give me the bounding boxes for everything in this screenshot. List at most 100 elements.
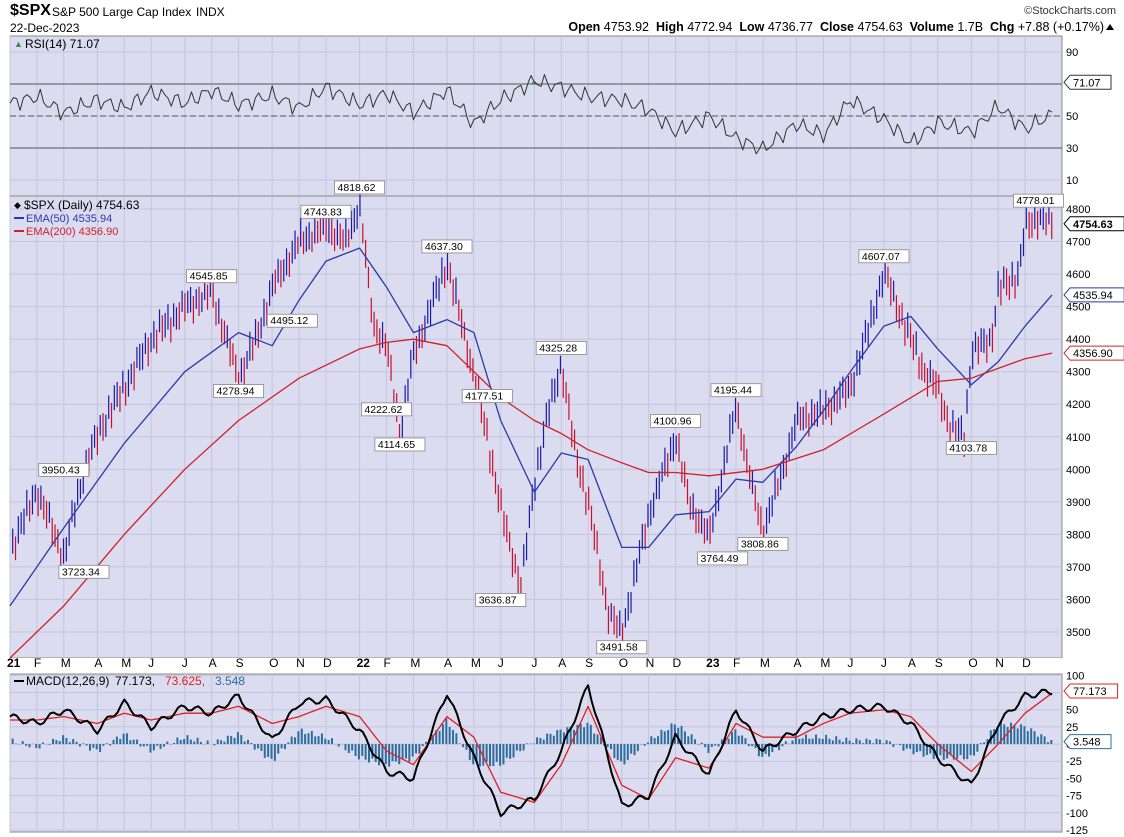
x-tick-label: 23 [706, 656, 720, 670]
peak-label: 4637.30 [425, 241, 463, 253]
y-tick-label: -50 [1066, 773, 1082, 785]
peak-label: 4195.44 [714, 385, 752, 397]
price-last-label-box [1063, 216, 1124, 232]
x-tick-label: 21 [7, 656, 21, 670]
y-tick-label: 3800 [1066, 529, 1090, 541]
peak-label-box [374, 437, 426, 452]
x-tick-label: 22 [357, 656, 371, 670]
ema200-line [9, 338, 1053, 659]
exchange: INDX [196, 5, 225, 19]
x-tick-label: J [881, 656, 887, 670]
rsi-legend: RSI(14) 71.07 [25, 37, 100, 51]
x-tick-label: S [585, 656, 593, 670]
symbol: $SPX [10, 2, 51, 19]
peak-label-box [266, 313, 318, 328]
x-tick-label: M [121, 656, 131, 670]
peak-label-box [334, 180, 386, 195]
header: $SPX S&P 500 Large Cap Index INDX 22-Dec… [8, 2, 1118, 36]
y-tick-label: 50 [1066, 111, 1078, 123]
x-tick-label: D [673, 656, 682, 670]
y-tick-label: 3500 [1066, 627, 1090, 639]
macd-last-label-box [1063, 683, 1119, 699]
rsi-legend-icon: ▲ [14, 39, 23, 49]
peak-label-box [300, 204, 352, 219]
x-tick-label: A [94, 656, 102, 670]
y-tick-label: 4400 [1066, 334, 1090, 346]
peak-label-box [697, 551, 749, 566]
x-tick-label: S [935, 656, 943, 670]
histogram-legend-value: 3.548 [215, 674, 245, 688]
x-tick-label: A [794, 656, 802, 670]
signal-line [10, 692, 1053, 804]
y-tick-label: 25 [1066, 722, 1078, 734]
y-tick-label: 4200 [1066, 399, 1090, 411]
peak-label: 4103.78 [949, 443, 987, 455]
peak-label-box [650, 414, 701, 428]
y-tick-label: 3900 [1066, 497, 1090, 509]
price-last-label: 4754.63 [1073, 219, 1113, 231]
x-tick-label: O [269, 656, 278, 670]
x-tick-label: A [558, 656, 566, 670]
peak-label: 3491.58 [600, 642, 638, 654]
x-tick-label: M [820, 656, 830, 670]
y-tick-label: 100 [1066, 670, 1084, 682]
peak-label: 3764.49 [701, 553, 739, 565]
index-name: S&P 500 Large Cap Index [52, 5, 192, 19]
peak-label: 4778.01 [1017, 195, 1055, 207]
peak-label-box [58, 564, 110, 579]
rsi-last-label: 71.07 [1073, 77, 1101, 89]
peak-label-box [596, 640, 648, 655]
x-tick-label: J [148, 656, 154, 670]
y-tick-label: 30 [1066, 143, 1078, 155]
x-tick-label: A [908, 656, 916, 670]
y-tick-label: 4000 [1066, 464, 1090, 476]
peak-label: 4177.51 [465, 391, 503, 403]
price-legend-icon: ◆ [14, 200, 21, 210]
brand-logo: ©StockCharts.com [1024, 5, 1116, 17]
ema50-line [9, 247, 1053, 607]
x-tick-label: O [619, 656, 628, 670]
peak-label: 3808.86 [741, 538, 779, 550]
signal-legend-value: 73.625, [165, 674, 205, 688]
y-tick-label: 10 [1066, 175, 1078, 187]
change-arrow-icon [1106, 24, 1114, 30]
ema50-last-label: 4535.94 [1073, 290, 1113, 302]
histogram-last-label: 3.548 [1073, 737, 1101, 749]
ema200-last-label: 4356.90 [1073, 348, 1113, 360]
x-tick-label: F [34, 656, 41, 670]
peak-label-box [421, 239, 473, 254]
x-tick-label: J [182, 656, 188, 670]
y-tick-label: 50 [1066, 705, 1078, 717]
x-tick-label: J [531, 656, 537, 670]
peak-label-box [186, 269, 238, 284]
peak-label-box [737, 537, 789, 551]
y-tick-label: 4100 [1066, 432, 1090, 444]
peak-label-box [858, 249, 910, 264]
peak-label: 3636.87 [479, 594, 517, 606]
ohlc-readout: Open 4753.92 High 4772.94 Low 4736.77 Cl… [568, 20, 1104, 34]
x-tick-label: M [410, 656, 420, 670]
x-axis-band [10, 658, 1062, 674]
x-tick-label: M [61, 656, 71, 670]
peak-label: 4545.85 [190, 271, 228, 283]
y-tick-label: -25 [1066, 756, 1082, 768]
peak-label: 4325.28 [539, 342, 577, 354]
peak-label-box [38, 463, 90, 477]
ema50-last-label-box [1063, 287, 1124, 303]
rsi-last-label-box [1063, 74, 1112, 90]
peak-label-box [213, 384, 265, 398]
x-tick-label: J [847, 656, 853, 670]
x-tick-label: D [323, 656, 332, 670]
rsi-line [9, 74, 1053, 155]
peak-label-box [945, 441, 997, 455]
x-tick-label: O [968, 656, 977, 670]
peak-label: 4100.96 [653, 415, 691, 427]
y-tick-label: 4800 [1066, 204, 1090, 216]
y-tick-label: 3600 [1066, 594, 1090, 606]
x-tick-label: F [733, 656, 740, 670]
peak-label: 4278.94 [217, 386, 255, 398]
ema200-last-label-box [1063, 345, 1124, 361]
peak-label-box [1013, 193, 1065, 208]
